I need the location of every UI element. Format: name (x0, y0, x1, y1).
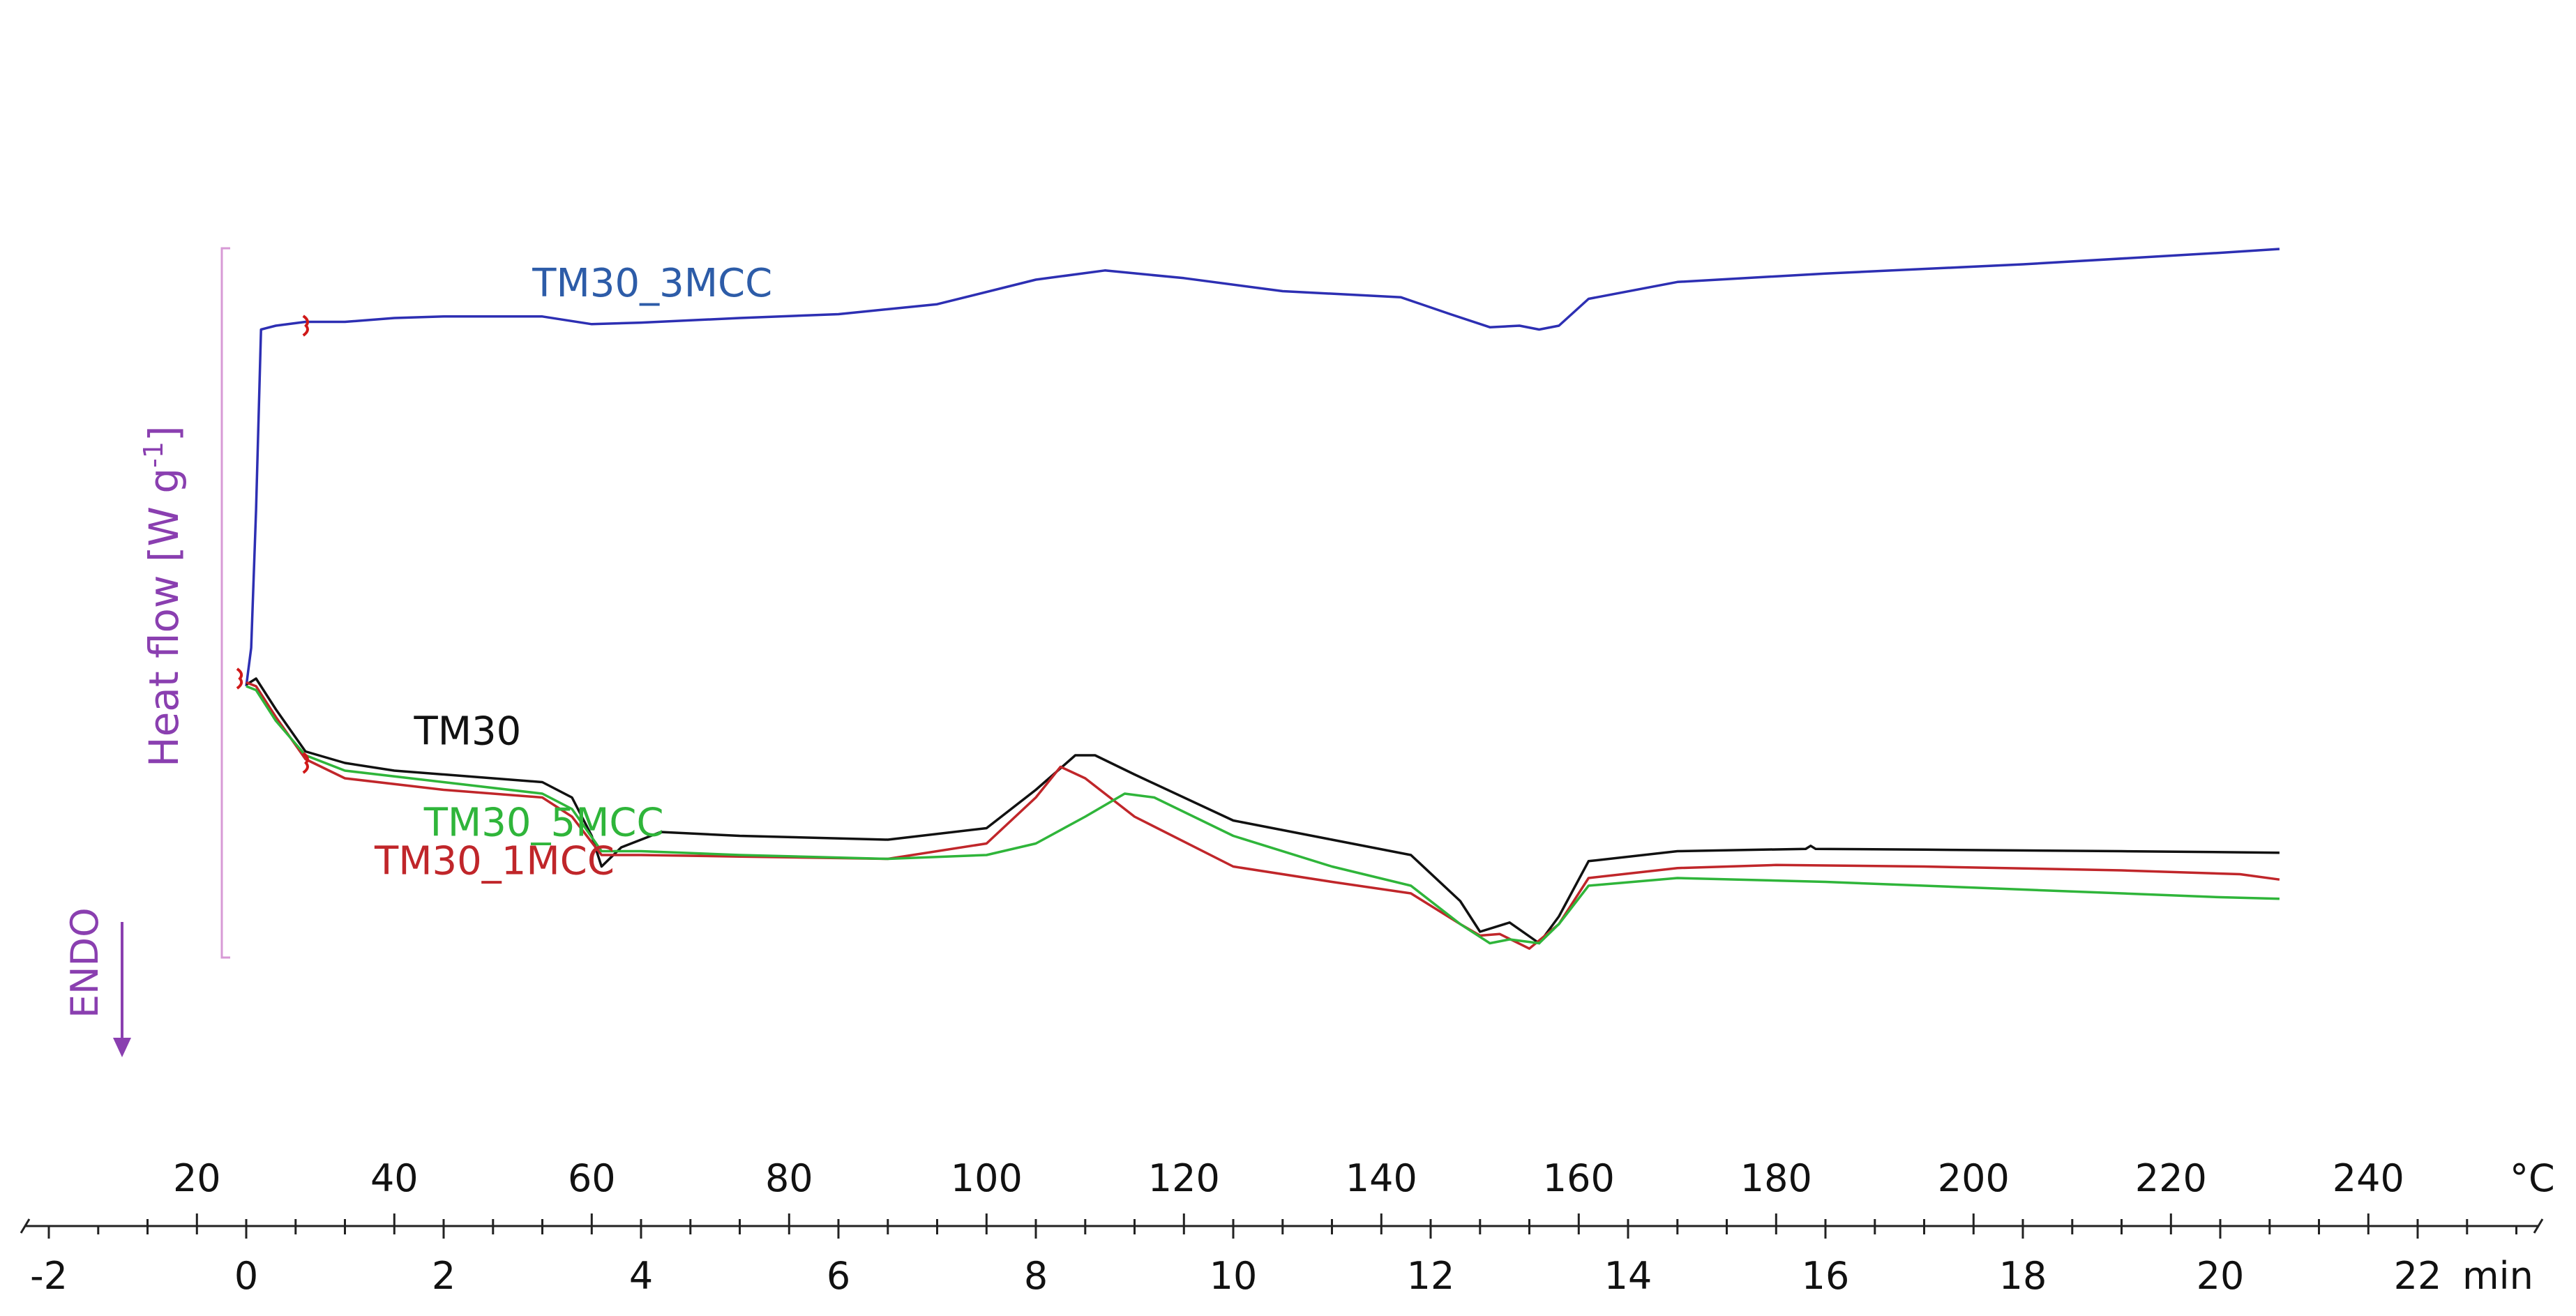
temp-tick-label: 180 (1740, 1156, 1812, 1200)
integration-marker (236, 667, 243, 690)
x-axis-temp-unit: °C (2510, 1156, 2555, 1200)
series-line-tm30-5mcc (246, 685, 2280, 945)
time-tick-label: 16 (1802, 1254, 1850, 1298)
series-line-tm30-1mcc (246, 681, 2280, 950)
time-tick-label: 8 (1024, 1254, 1048, 1298)
x-axis-right-break (2533, 1218, 2544, 1234)
time-tick-label: 10 (1210, 1254, 1258, 1298)
temp-tick-label: 20 (173, 1156, 221, 1200)
temp-tick-label: 80 (765, 1156, 813, 1200)
time-tick-label: 20 (2197, 1254, 2245, 1298)
series-label-tm30: TM30 (414, 709, 522, 755)
integration-marker (302, 315, 309, 337)
endo-label: ENDO (63, 907, 107, 1018)
temp-tick-label: 100 (951, 1156, 1023, 1200)
temp-tick-label: 40 (370, 1156, 419, 1200)
temp-tick-label: 140 (1346, 1156, 1417, 1200)
time-tick-label: 12 (1407, 1254, 1455, 1298)
series-label-tm30-5mcc: TM30_5MCC (423, 801, 664, 846)
marker-layer (236, 315, 309, 774)
y-axis-label-suffix: ] (140, 425, 188, 441)
temp-tick-label: 220 (2135, 1156, 2207, 1200)
time-tick-label: 0 (234, 1254, 258, 1298)
time-tick-label: 2 (432, 1254, 455, 1298)
x-axis-left-break (20, 1218, 31, 1234)
y-axis-label-sup: -1 (138, 441, 169, 468)
temp-tick-label: 160 (1543, 1156, 1615, 1200)
integration-marker (302, 752, 309, 774)
time-tick-label: 22 (2394, 1254, 2442, 1298)
x-axis: °C min -2 0 2 4 6 8 10 12 14 16 18 20 22 20 40 60 80 100 1… (20, 1156, 2555, 1298)
y-axis-label: Heat flow [W g-1] (138, 425, 188, 767)
temp-tick-label: 200 (1938, 1156, 2010, 1200)
time-tick-label: 18 (1999, 1254, 2047, 1298)
series-line-tm30 (246, 677, 2280, 945)
temp-tick-label: 60 (568, 1156, 616, 1200)
x-axis-time-unit: min (2462, 1254, 2533, 1298)
y-axis-label-main: Heat flow [W g (140, 468, 188, 767)
time-tick-label: 4 (629, 1254, 653, 1298)
series-layer (245, 248, 2280, 950)
time-tick-label: 6 (827, 1254, 850, 1298)
heat-flow-scale-bar (220, 247, 230, 959)
time-tick-label: 14 (1604, 1254, 1652, 1298)
endo-arrow-head (113, 1038, 131, 1057)
temp-tick-label: 240 (2333, 1156, 2404, 1200)
series-label-tm30-3mcc: TM30_3MCC (532, 261, 772, 306)
time-tick-label: -2 (30, 1254, 68, 1298)
series-line-tm30-3mcc (245, 248, 2280, 687)
series-label-tm30-1mcc: TM30_1MCC (374, 839, 615, 884)
temp-tick-label: 120 (1148, 1156, 1220, 1200)
